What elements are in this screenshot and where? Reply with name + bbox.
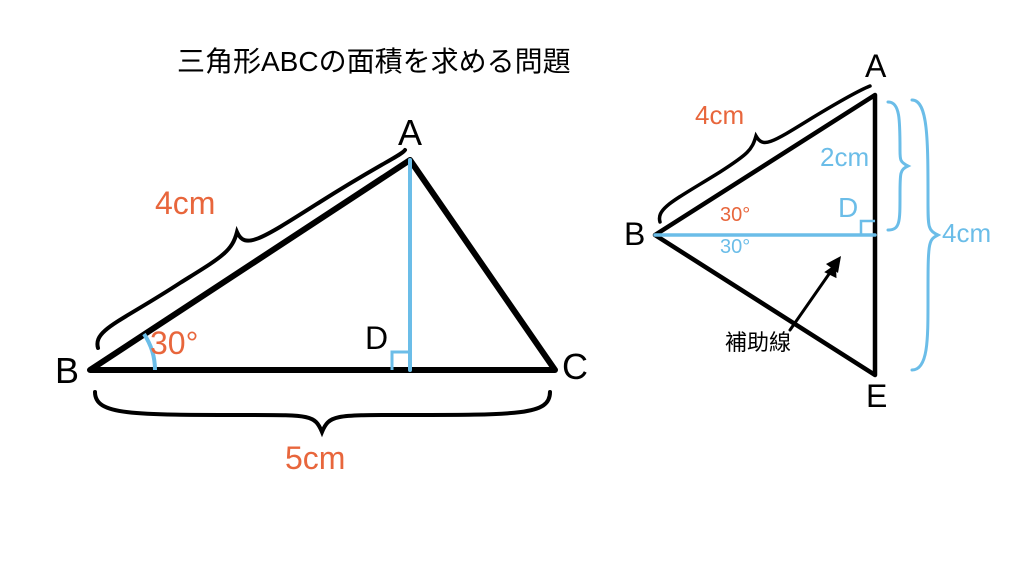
- angle-bottom-label-right: 30°: [720, 236, 750, 259]
- angle-top-label-right: 30°: [720, 204, 750, 227]
- diagram-canvas: 三角形ABCの面積を求める問題 A B C D 4cm 5cm 30°: [0, 0, 1024, 576]
- edge-ad-label-right: 2cm: [820, 142, 869, 173]
- brace-ae-curve: [912, 100, 938, 370]
- edge-ba-label-right: 4cm: [695, 100, 744, 131]
- vertex-e-right: E: [866, 378, 887, 415]
- vertex-d-right: D: [838, 192, 858, 224]
- aux-label: 補助線: [725, 325, 791, 357]
- edge-ae-label-right: 4cm: [942, 218, 991, 249]
- brace-ad-curve: [888, 102, 908, 230]
- right-figure: [0, 0, 1024, 576]
- vertex-b-right: B: [624, 216, 645, 253]
- vertex-a-right: A: [865, 48, 886, 85]
